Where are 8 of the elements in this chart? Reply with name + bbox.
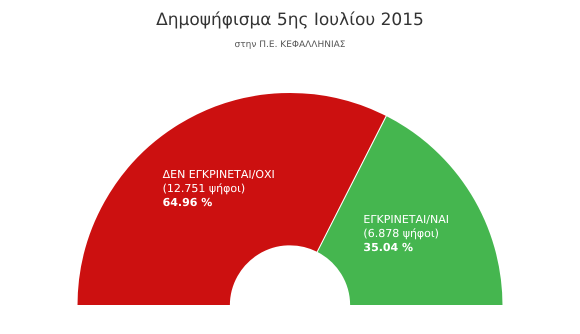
text: (12.751 ψήφοι) bbox=[162, 182, 246, 196]
text: (6.878 ψήφοι) bbox=[363, 227, 439, 240]
chart-title: Δημοψήφισμα 5ης Ιουλίου 2015 bbox=[155, 10, 425, 30]
chart-subtitle: στην Π.Ε. ΚΕΦΑΛΛΗΝΙΑΣ bbox=[234, 40, 346, 50]
slice-label: ΔΕΝ ΕΓΚΡΙΝΕΤΑΙ/ΟΧΙ bbox=[162, 168, 275, 182]
data-label: 35.04 % bbox=[363, 241, 414, 254]
data-label: 64.96 % bbox=[162, 196, 212, 210]
slice-label: ΕΓΚΡΙΝΕΤΑΙ/ΝΑΙ bbox=[363, 213, 449, 226]
